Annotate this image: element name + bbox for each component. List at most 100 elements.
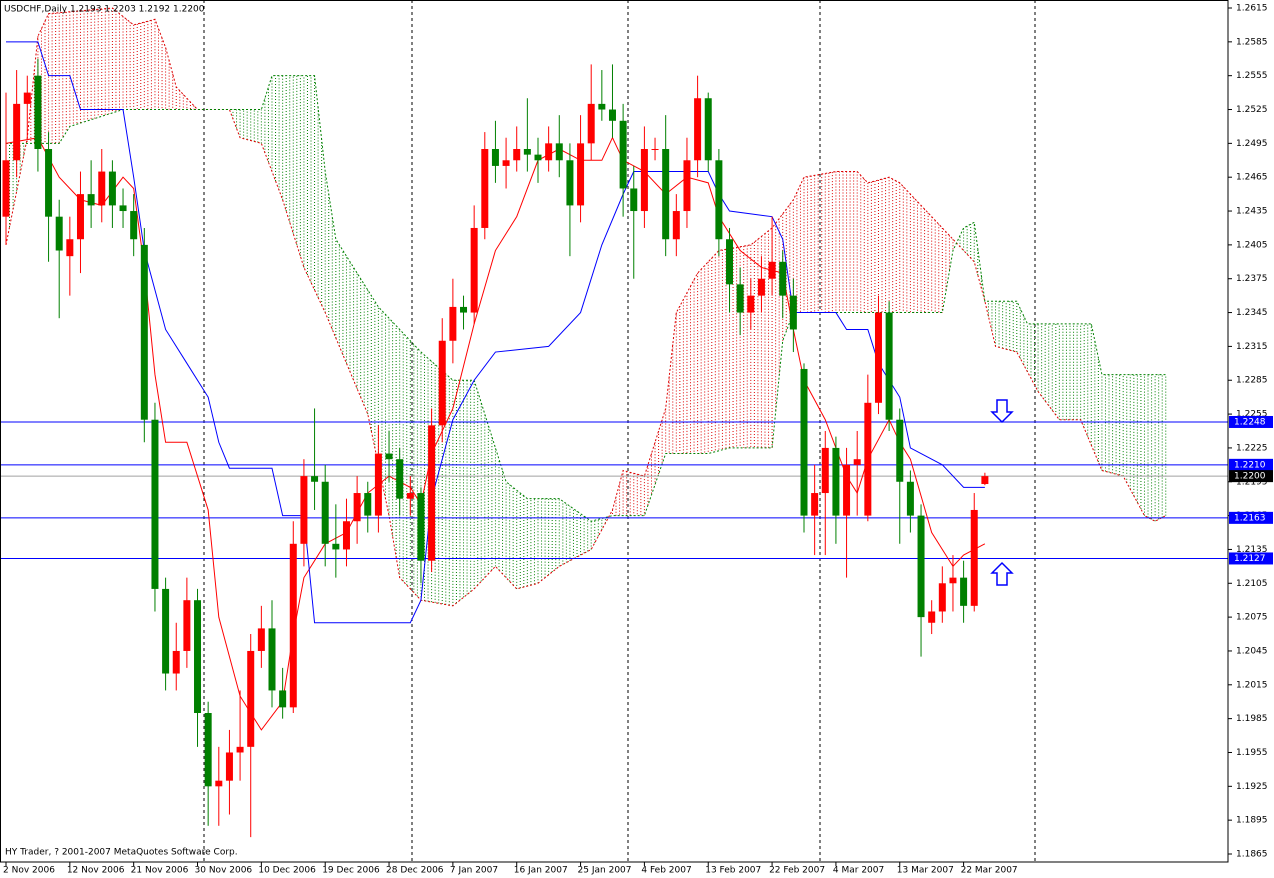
candle-body [481, 149, 489, 228]
candle-body [151, 419, 159, 589]
y-tick-label: 1.1925 [1236, 782, 1268, 792]
y-tick-label: 1.1985 [1236, 714, 1268, 724]
candle-body [385, 453, 393, 460]
candle-body [949, 577, 957, 584]
x-tick-label: 4 Feb 2007 [641, 866, 691, 876]
candle-body [768, 261, 776, 279]
y-tick-label: 1.2285 [1236, 376, 1268, 386]
candle-body [577, 143, 585, 206]
candle-body [683, 160, 691, 212]
candle-body [460, 306, 468, 313]
x-tick-label: 30 Nov 2006 [195, 866, 253, 876]
arrow-down [990, 399, 1014, 424]
level-tag [1229, 458, 1273, 471]
candle-body [204, 713, 212, 787]
candle-body [789, 295, 797, 330]
candle-body [66, 239, 74, 257]
y-tick-label: 1.2555 [1236, 71, 1268, 81]
level-label: 1.2210 [1234, 460, 1266, 470]
candle-body [311, 476, 319, 482]
y-tick-label: 1.1895 [1236, 816, 1268, 826]
x-tick-label: 19 Dec 2006 [322, 866, 380, 876]
level-label: 1.2248 [1234, 417, 1266, 427]
candle-body [747, 295, 755, 313]
x-tick-label: 28 Dec 2006 [386, 866, 444, 876]
candle-body [513, 149, 521, 161]
candle-body [800, 368, 808, 516]
candle-body [832, 447, 840, 516]
candle-body [704, 98, 712, 161]
footer: HY Trader, ? 2001-2007 MetaQuotes Softwa… [5, 848, 238, 858]
candle-body [332, 543, 340, 550]
candle-body [938, 583, 946, 612]
candle-body [928, 611, 936, 623]
candle-body [874, 312, 882, 403]
candle-body [566, 160, 574, 206]
y-tick-label: 1.2345 [1236, 308, 1268, 318]
candle-body [2, 160, 10, 217]
y-tick-label: 1.2495 [1236, 139, 1268, 149]
candle-body [662, 149, 670, 240]
candle-body [587, 103, 595, 144]
candle-body [364, 493, 372, 516]
plot-area [0, 0, 1228, 862]
candle-body [736, 284, 744, 313]
candle-body [715, 160, 723, 240]
candle-body [225, 752, 233, 781]
y-tick-label: 1.2315 [1236, 342, 1268, 352]
candle-body [960, 577, 968, 606]
y-tick-label: 1.2105 [1236, 579, 1268, 589]
y-tick-label: 1.2585 [1236, 37, 1268, 47]
x-tick-label: 10 Dec 2006 [258, 866, 316, 876]
candle-body [896, 419, 904, 482]
candle-body [523, 149, 531, 155]
candle-body [417, 493, 425, 561]
y-tick-label: 1.2465 [1236, 173, 1268, 183]
x-tick-label: 22 Feb 2007 [769, 866, 825, 876]
candle-body [162, 588, 170, 674]
candle-body [555, 143, 563, 161]
candle-body [396, 459, 404, 499]
x-tick-label: 25 Jan 2007 [578, 866, 632, 876]
y-tick-label: 1.2435 [1236, 207, 1268, 217]
x-tick-label: 4 Mar 2007 [833, 866, 884, 876]
candle-body [321, 481, 329, 544]
candle-body [374, 453, 382, 516]
candle-body [34, 75, 42, 149]
x-tick-label: 13 Mar 2007 [897, 866, 954, 876]
candle-body [289, 543, 297, 708]
candle-body [598, 103, 606, 110]
price-label: 1.2200 [1234, 472, 1266, 482]
level-tag [1229, 415, 1273, 428]
y-tick-label: 1.2225 [1236, 443, 1268, 453]
y-tick-label: 1.2375 [1236, 274, 1268, 284]
candle-body [726, 239, 734, 285]
candle-body [140, 244, 148, 420]
candle-body [76, 194, 84, 240]
candle-body [534, 154, 542, 161]
y-tick-label: 1.2195 [1236, 477, 1268, 487]
indicator-line [5, 136, 986, 731]
candle-body [651, 149, 659, 150]
candle-body [630, 188, 638, 212]
x-tick-label: 22 Mar 2007 [961, 866, 1018, 876]
candle-body [545, 143, 553, 161]
candle-body [640, 149, 648, 212]
candle-body [45, 149, 53, 217]
candle-body [438, 340, 446, 426]
arrow-up [990, 561, 1014, 586]
x-tick-label: 12 Nov 2006 [67, 866, 125, 876]
candle-body [491, 149, 499, 166]
candle-body [353, 493, 361, 522]
candle-body [906, 481, 914, 516]
x-tick-label: 13 Feb 2007 [705, 866, 761, 876]
level-label: 1.2163 [1234, 513, 1266, 523]
plot-border [0, 0, 1229, 863]
level-tag [1229, 552, 1273, 565]
x-tick-label: 21 Nov 2006 [131, 866, 189, 876]
candle-body [172, 650, 180, 674]
candle-body [811, 493, 819, 516]
level-label: 1.2127 [1234, 554, 1266, 564]
